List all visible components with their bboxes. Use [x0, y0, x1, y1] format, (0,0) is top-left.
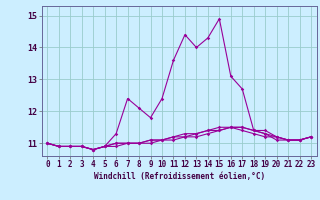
X-axis label: Windchill (Refroidissement éolien,°C): Windchill (Refroidissement éolien,°C): [94, 172, 265, 181]
